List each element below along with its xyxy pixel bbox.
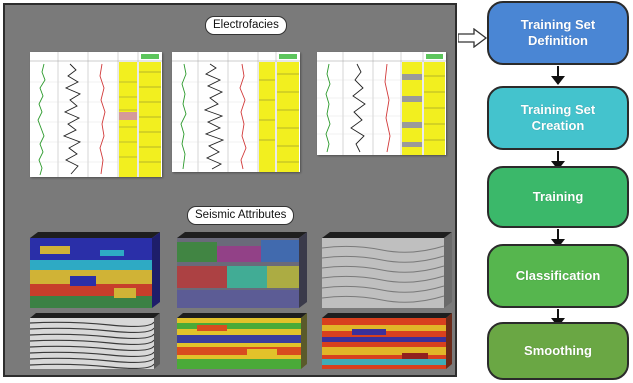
well-log-panel-1 [30,52,162,177]
step-classification[interactable]: Classification [487,244,629,308]
well-log-panel-3 [317,52,446,155]
arrow-down-icon [551,66,565,85]
seismic-cube-5 [177,313,307,369]
arrow-down-icon [551,229,565,248]
seismic-cube-2 [177,232,307,308]
step-training[interactable]: Training [487,166,629,228]
step-training-set-definition[interactable]: Training Set Definition [487,1,629,65]
seismic-cube-3 [322,232,452,308]
seismic-cube-4 [30,313,160,369]
panel-to-workflow-arrow [457,27,488,53]
seismic-attributes-label: Seismic Attributes [187,206,295,225]
arrow-down-icon [551,151,565,170]
step-smoothing[interactable]: Smoothing [487,322,629,380]
seismic-cube-6 [322,313,452,369]
electrofacies-label: Electrofacies [205,16,287,35]
seismic-cube-1 [30,232,160,308]
well-log-panel-2 [172,52,300,172]
step-training-set-creation[interactable]: Training Set Creation [487,86,629,150]
